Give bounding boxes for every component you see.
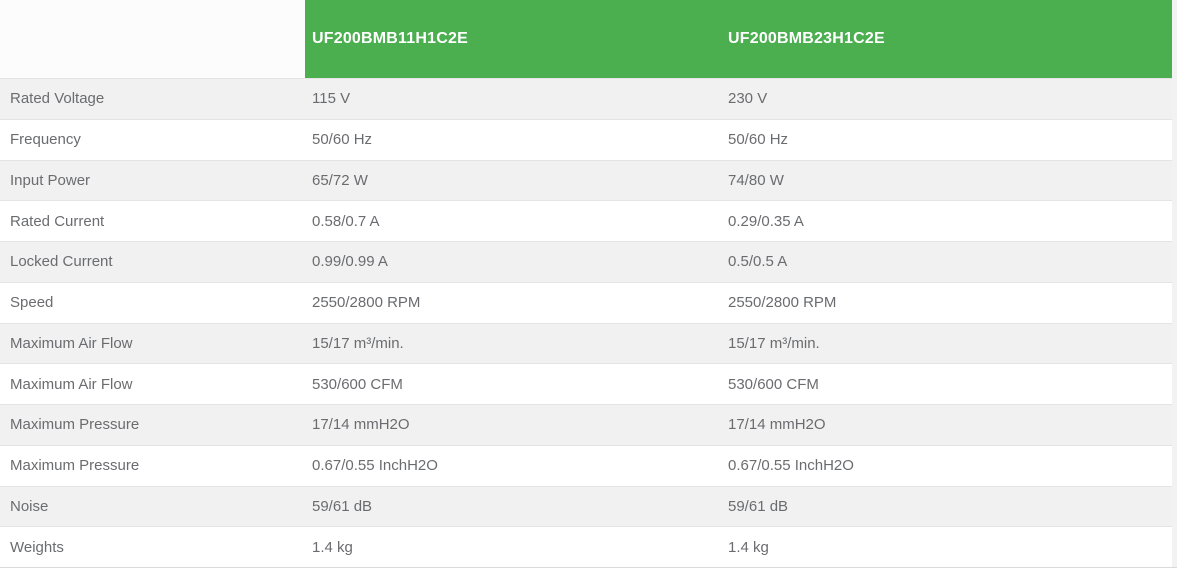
spec-label: Maximum Pressure bbox=[10, 416, 140, 434]
spec-value: 15/17 m³/min. bbox=[728, 334, 820, 352]
spec-value: 530/600 CFM bbox=[728, 375, 819, 393]
spec-value: 0.67/0.55 InchH2O bbox=[312, 457, 438, 475]
header-empty-cell bbox=[0, 0, 305, 78]
spec-value: 0.5/0.5 A bbox=[728, 253, 788, 271]
spec-label: Maximum Pressure bbox=[10, 457, 140, 475]
table-row: Maximum Air Flow 530/600 CFM 530/600 CFM bbox=[0, 363, 1172, 404]
spec-value: 115 V bbox=[312, 90, 351, 108]
spec-value: 2550/2800 RPM bbox=[312, 294, 421, 312]
spec-value: 0.67/0.55 InchH2O bbox=[728, 457, 854, 475]
spec-label: Speed bbox=[10, 294, 54, 312]
table-row: Locked Current 0.99/0.99 A 0.5/0.5 A bbox=[0, 241, 1172, 282]
table-row: Frequency 50/60 Hz 50/60 Hz bbox=[0, 118, 1172, 160]
table-row: Rated Voltage 115 V 230 V bbox=[0, 78, 1172, 119]
spec-value: 0.58/0.7 A bbox=[312, 212, 380, 230]
spec-value: 2550/2800 RPM bbox=[728, 294, 837, 312]
spec-value: 17/14 mmH2O bbox=[728, 416, 826, 434]
spec-value: 59/61 dB bbox=[312, 497, 373, 515]
table-bottom-border bbox=[0, 567, 1177, 568]
spec-label: Locked Current bbox=[10, 253, 113, 271]
spec-value: 230 V bbox=[728, 90, 768, 108]
table-row: Input Power 65/72 W 74/80 W bbox=[0, 159, 1172, 201]
spec-label: Rated Current bbox=[10, 212, 105, 230]
table-row: Speed 2550/2800 RPM 2550/2800 RPM bbox=[0, 281, 1172, 323]
spec-label: Maximum Air Flow bbox=[10, 334, 133, 352]
spec-value: 0.29/0.35 A bbox=[728, 212, 804, 230]
table-row: Maximum Air Flow 15/17 m³/min. 15/17 m³/… bbox=[0, 322, 1172, 364]
table-row: Noise 59/61 dB 59/61 dB bbox=[0, 485, 1172, 527]
table-body: Rated Voltage 115 V 230 V Frequency 50/6… bbox=[0, 78, 1172, 567]
spec-value: 530/600 CFM bbox=[312, 375, 403, 393]
header-product-2: UF200BMB23H1C2E bbox=[721, 0, 1172, 78]
header-product-1: UF200BMB11H1C2E bbox=[305, 0, 721, 78]
spec-value: 59/61 dB bbox=[728, 497, 789, 515]
spec-value: 50/60 Hz bbox=[312, 131, 373, 149]
spec-label: Maximum Air Flow bbox=[10, 375, 133, 393]
spec-value: 0.99/0.99 A bbox=[312, 253, 388, 271]
spec-value: 1.4 kg bbox=[312, 538, 353, 556]
page-background-strip bbox=[1172, 0, 1177, 567]
spec-label: Frequency bbox=[10, 131, 81, 149]
spec-label: Weights bbox=[10, 538, 64, 556]
spec-value: 74/80 W bbox=[728, 171, 784, 189]
table-header-row: UF200BMB11H1C2E UF200BMB23H1C2E bbox=[0, 0, 1172, 78]
spec-value: 65/72 W bbox=[312, 171, 368, 189]
spec-label: Noise bbox=[10, 497, 49, 515]
spec-label: Input Power bbox=[10, 171, 91, 189]
table-row: Weights 1.4 kg 1.4 kg bbox=[0, 526, 1172, 567]
spec-value: 17/14 mmH2O bbox=[312, 416, 410, 434]
table-row: Rated Current 0.58/0.7 A 0.29/0.35 A bbox=[0, 200, 1172, 241]
spec-label: Rated Voltage bbox=[10, 90, 105, 108]
table-row: Maximum Pressure 0.67/0.55 InchH2O 0.67/… bbox=[0, 444, 1172, 486]
table-row: Maximum Pressure 17/14 mmH2O 17/14 mmH2O bbox=[0, 404, 1172, 445]
spec-value: 50/60 Hz bbox=[728, 131, 789, 149]
spec-value: 15/17 m³/min. bbox=[312, 334, 404, 352]
spec-value: 1.4 kg bbox=[728, 538, 769, 556]
